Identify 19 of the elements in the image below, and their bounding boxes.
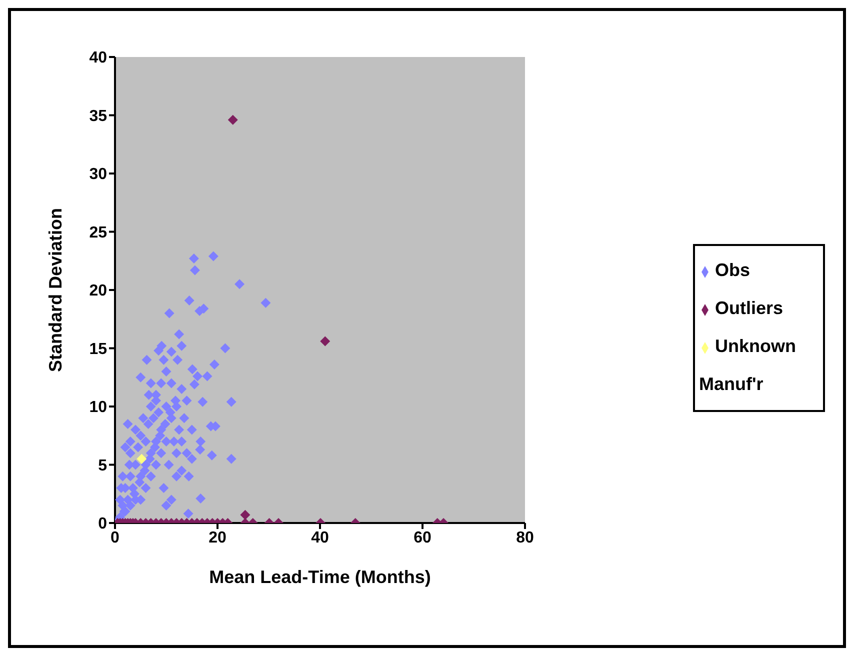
legend-label: Outliers — [715, 298, 784, 318]
y-axis-title: Standard Deviation — [45, 208, 66, 372]
y-tick-label: 30 — [89, 166, 108, 184]
x-tick-label: 80 — [516, 529, 534, 546]
y-tick-label: 10 — [89, 399, 108, 416]
y-tick-label: 40 — [89, 50, 108, 67]
x-tick-label: 20 — [208, 529, 226, 546]
y-tick-label: 5 — [98, 457, 108, 474]
x-tick-label: 40 — [311, 529, 329, 546]
y-tick-label: 15 — [89, 340, 108, 358]
y-tick-label: 35 — [89, 108, 108, 125]
y-tick-label: 25 — [89, 224, 108, 242]
y-tick-label: 20 — [89, 282, 108, 300]
legend-label: Obs — [715, 260, 750, 280]
x-tick-label: 0 — [110, 529, 120, 546]
legend-label: Unknown Manuf'r — [699, 336, 796, 394]
x-axis-title: Mean Lead-Time (Months) — [209, 567, 431, 587]
y-tick-label: 0 — [98, 516, 108, 533]
x-tick-label: 60 — [414, 529, 432, 546]
